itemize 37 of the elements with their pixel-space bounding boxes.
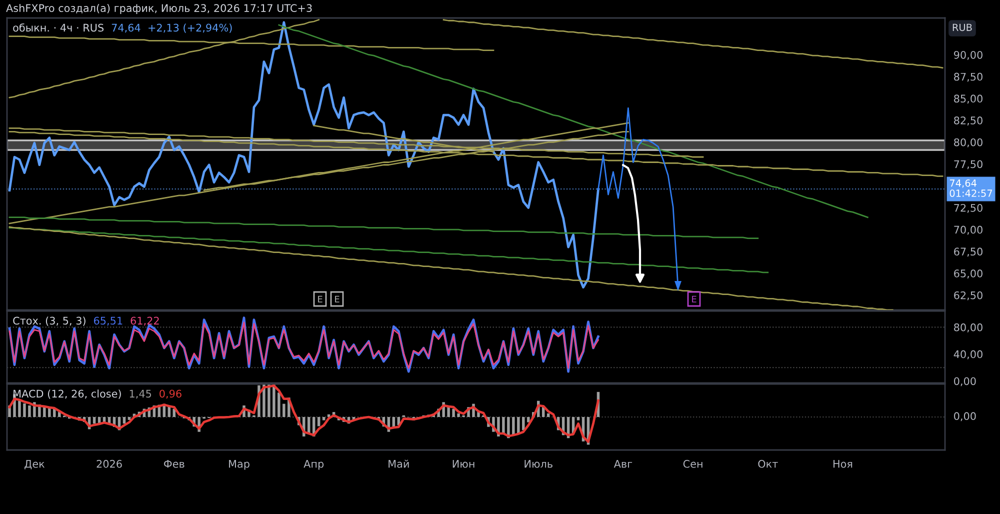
y-tick-label: 80,00 xyxy=(954,323,982,332)
chart-title: Стох. (3, 5, 3) xyxy=(13,316,86,326)
y-tick-label: 72,50 xyxy=(954,204,982,213)
y-tick-label: 0,00 xyxy=(954,377,976,386)
x-tick-label: Ноя xyxy=(834,460,852,468)
chart-title: обыкн. · 4ч · RUS xyxy=(13,23,104,32)
x-tick-label: Мар xyxy=(229,460,250,470)
y-tick-label: 90,00 xyxy=(954,50,982,60)
x-tick-label: 2026 xyxy=(96,460,122,468)
y-tick-label: 40,00 xyxy=(954,350,982,360)
x-tick-label: Май xyxy=(388,460,409,468)
y-tick-label: 70,00 xyxy=(954,226,982,235)
annotation: 0,96 xyxy=(160,390,182,399)
y-tick-label: 87,50 xyxy=(954,72,982,82)
chart-subtitle: AshFXPro создал(а) график, Июль 23, 2026 17:17 UTC+3 xyxy=(6,4,312,14)
annotation: 1,45 xyxy=(130,390,152,399)
y-tick-label: 67,50 xyxy=(954,248,982,257)
annotation: 74,64 +2,13 (+2,94%) xyxy=(112,24,232,33)
x-tick-label: Июн xyxy=(452,460,474,468)
x-tick-label: Июль xyxy=(524,460,552,468)
ref-line-label: 74,64 01:42:57 xyxy=(950,179,992,197)
x-tick-label: Апр xyxy=(304,460,324,470)
y-tick-label: 62,50 xyxy=(954,291,982,300)
x-tick-label: Авг xyxy=(614,460,632,468)
x-tick-label: Сен xyxy=(683,460,702,468)
x-tick-label: Окт xyxy=(758,460,778,468)
y-axis-title: RUB xyxy=(952,24,972,32)
y-tick-label: 65,00 xyxy=(954,270,982,278)
annotation: 61,22 xyxy=(130,316,159,326)
y-tick-label: 77,50 xyxy=(954,160,982,170)
y-tick-label: 82,50 xyxy=(954,116,982,126)
y-tick-label: 85,00 xyxy=(954,94,982,104)
chart-title: MACD (12, 26, close) xyxy=(14,390,121,399)
x-tick-label: Дек xyxy=(24,460,45,470)
annotation: 65,51 xyxy=(94,316,122,326)
y-tick-label: 80,00 xyxy=(954,138,982,148)
x-tick-label: Фев xyxy=(164,460,184,468)
